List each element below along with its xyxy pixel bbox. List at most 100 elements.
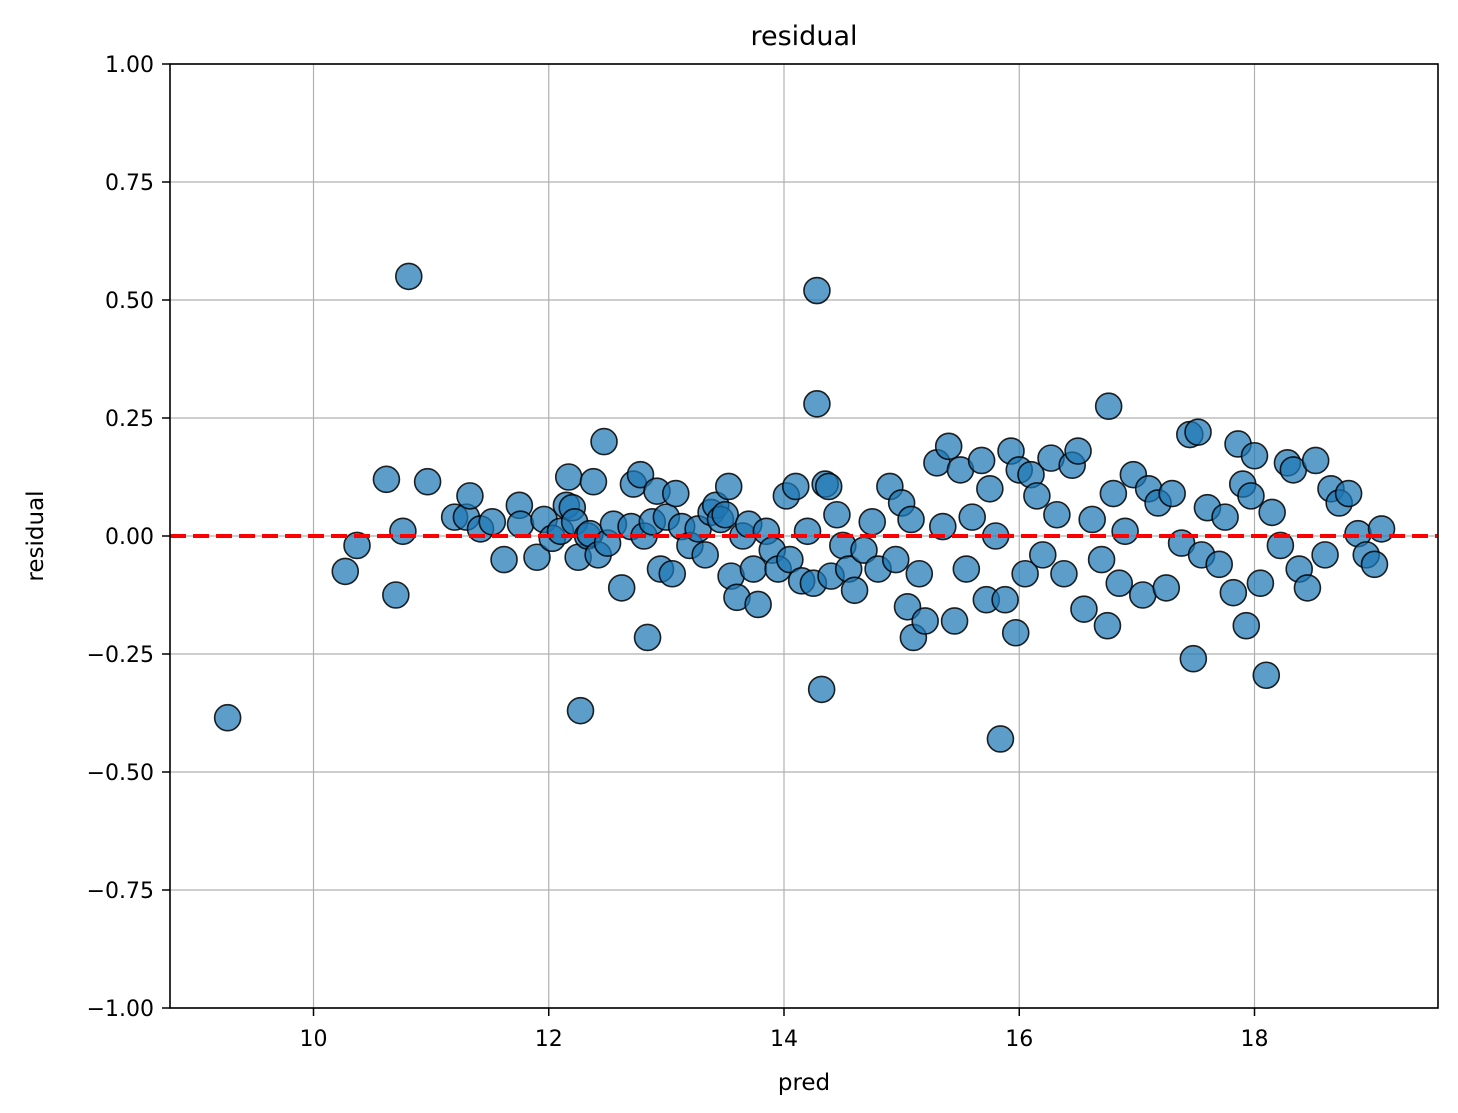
data-point xyxy=(607,574,636,602)
data-point xyxy=(1205,550,1234,579)
data-point xyxy=(1179,644,1208,673)
data-point xyxy=(382,581,410,609)
data-point xyxy=(1105,569,1134,598)
x-tick-label: 16 xyxy=(1005,1027,1033,1052)
data-point xyxy=(986,725,1015,753)
data-point xyxy=(394,262,423,291)
data-point xyxy=(958,503,987,531)
data-point xyxy=(1237,482,1265,510)
data-point xyxy=(566,696,595,725)
data-point xyxy=(372,465,401,494)
x-tick-label: 14 xyxy=(770,1027,798,1052)
data-point xyxy=(976,474,1004,503)
data-point xyxy=(928,512,957,541)
data-point xyxy=(967,446,996,475)
data-point xyxy=(1128,581,1157,609)
data-point xyxy=(1252,661,1281,690)
data-point xyxy=(691,541,719,569)
data-point xyxy=(793,517,822,546)
data-point xyxy=(1043,500,1071,529)
data-point xyxy=(1219,578,1248,607)
data-point xyxy=(1050,559,1078,588)
data-point xyxy=(905,559,934,588)
data-point xyxy=(823,500,851,529)
data-point xyxy=(490,545,518,574)
data-point xyxy=(940,607,969,635)
chart-title: residual xyxy=(751,21,858,52)
data-point xyxy=(840,576,869,605)
data-point xyxy=(579,467,608,496)
data-point xyxy=(858,508,887,536)
y-tick-label: 0.25 xyxy=(105,407,154,432)
y-tick-label: 1.00 xyxy=(105,53,154,78)
data-point xyxy=(523,543,551,572)
data-point xyxy=(1301,446,1330,475)
data-point xyxy=(714,472,743,501)
data-point xyxy=(1078,505,1106,534)
data-point xyxy=(633,623,662,652)
x-tick-label: 12 xyxy=(535,1027,563,1052)
data-point xyxy=(1070,595,1098,623)
data-point xyxy=(776,545,804,574)
data-point xyxy=(1011,559,1039,588)
x-axis-title: pred xyxy=(778,1070,830,1096)
data-point xyxy=(1093,611,1122,640)
data-point xyxy=(711,500,739,529)
data-point xyxy=(744,590,772,619)
data-point xyxy=(343,531,371,560)
data-point xyxy=(456,482,484,510)
data-point xyxy=(1240,441,1269,470)
data-point xyxy=(1152,574,1181,602)
data-point xyxy=(911,607,939,635)
data-point xyxy=(1111,517,1139,546)
data-point xyxy=(331,557,360,586)
data-point xyxy=(934,432,963,461)
data-point xyxy=(803,390,831,418)
y-tick-label: 0.75 xyxy=(105,171,154,196)
data-point xyxy=(1099,479,1128,508)
y-tick-label: −0.25 xyxy=(87,643,154,668)
data-point xyxy=(1064,437,1092,465)
data-point xyxy=(1334,479,1363,508)
data-point xyxy=(1258,498,1286,527)
data-point xyxy=(413,467,442,496)
data-point xyxy=(554,463,583,491)
y-tick-label: 0.00 xyxy=(105,525,154,550)
scatter-points xyxy=(213,262,1396,753)
y-tick-label: −1.00 xyxy=(87,997,154,1022)
x-tick-label: 10 xyxy=(300,1027,328,1052)
data-point xyxy=(213,703,242,732)
data-point xyxy=(658,559,687,588)
data-point xyxy=(1211,503,1239,531)
data-point xyxy=(1184,418,1212,446)
data-point xyxy=(897,505,925,534)
data-point xyxy=(1360,550,1389,579)
data-point xyxy=(952,555,981,583)
y-tick-label: −0.50 xyxy=(87,761,154,786)
data-point xyxy=(781,472,810,501)
data-point xyxy=(1293,574,1322,602)
data-point xyxy=(881,545,910,574)
data-point xyxy=(1158,479,1186,508)
data-point xyxy=(590,427,618,456)
data-point xyxy=(1001,618,1030,647)
data-point xyxy=(506,510,535,539)
x-tick-label: 18 xyxy=(1241,1027,1269,1052)
data-point xyxy=(478,508,507,536)
y-tick-label: −0.75 xyxy=(87,879,154,904)
data-point xyxy=(1023,482,1051,510)
data-point xyxy=(1028,541,1057,569)
data-point xyxy=(1311,541,1339,569)
y-axis-title: residual xyxy=(23,490,49,581)
data-point xyxy=(1266,531,1295,560)
data-point xyxy=(991,585,1019,614)
data-point xyxy=(661,479,690,508)
data-point xyxy=(1246,569,1275,598)
data-point xyxy=(1087,545,1116,574)
data-point xyxy=(1367,515,1396,543)
data-point xyxy=(1232,611,1261,640)
data-point xyxy=(389,517,417,546)
axis-ticks: 10 12 14 16 18 1.00 0.75 0.50 0.25 0.00 −0.25 −0.50… xyxy=(87,53,1269,1052)
data-point xyxy=(626,460,655,489)
